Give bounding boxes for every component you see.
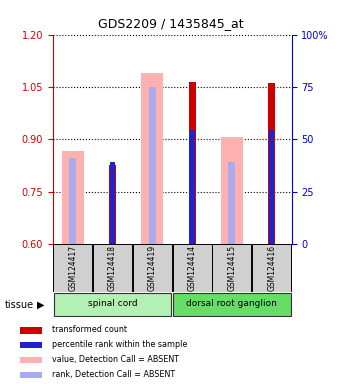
Bar: [20, 327, 42, 334]
Text: percentile rank within the sample: percentile rank within the sample: [51, 340, 187, 349]
Text: GDS2209 / 1435845_at: GDS2209 / 1435845_at: [98, 17, 243, 30]
Text: dorsal root ganglion: dorsal root ganglion: [187, 299, 277, 308]
Text: GSM124415: GSM124415: [227, 245, 236, 291]
Bar: [173, 244, 211, 292]
Bar: [110, 162, 115, 244]
Text: GSM124414: GSM124414: [188, 245, 197, 291]
Text: GSM124418: GSM124418: [108, 245, 117, 291]
Bar: [54, 293, 172, 316]
Bar: [69, 158, 76, 244]
Bar: [62, 151, 84, 244]
Text: ▶: ▶: [37, 300, 44, 310]
Bar: [109, 166, 116, 244]
Bar: [20, 372, 42, 378]
Bar: [228, 162, 235, 244]
Bar: [252, 244, 291, 292]
Bar: [269, 131, 275, 244]
Bar: [53, 244, 92, 292]
Bar: [173, 293, 291, 316]
Text: transformed count: transformed count: [51, 326, 127, 334]
Text: GSM124417: GSM124417: [68, 245, 77, 291]
Bar: [189, 82, 196, 244]
Text: GSM124416: GSM124416: [267, 245, 276, 291]
Bar: [93, 244, 132, 292]
Text: value, Detection Call = ABSENT: value, Detection Call = ABSENT: [51, 355, 179, 364]
Text: rank, Detection Call = ABSENT: rank, Detection Call = ABSENT: [51, 370, 175, 379]
Text: spinal cord: spinal cord: [88, 299, 137, 308]
Bar: [133, 244, 172, 292]
Bar: [20, 357, 42, 363]
Bar: [221, 137, 243, 244]
Bar: [142, 73, 163, 244]
Bar: [212, 244, 251, 292]
Bar: [149, 87, 156, 244]
Bar: [20, 342, 42, 348]
Bar: [268, 83, 275, 244]
Text: tissue: tissue: [5, 300, 34, 310]
Text: GSM124419: GSM124419: [148, 245, 157, 291]
Bar: [189, 131, 195, 244]
